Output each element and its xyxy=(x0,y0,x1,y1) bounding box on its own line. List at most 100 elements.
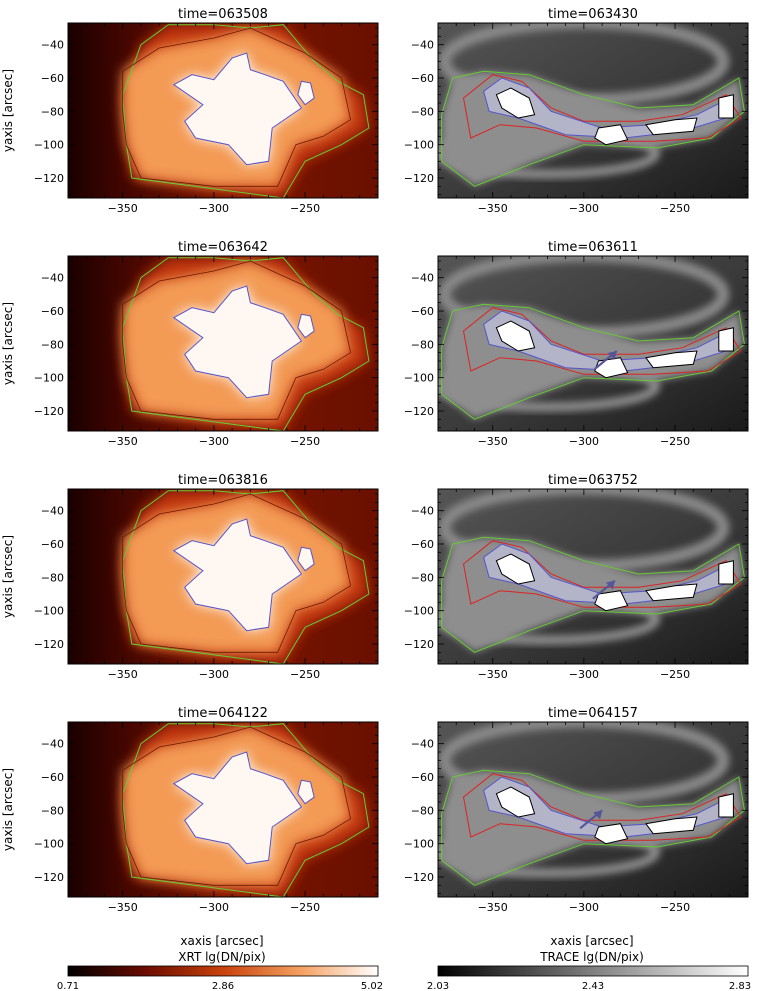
x-tick-label: −350 xyxy=(478,668,508,681)
xrt-bright-blob xyxy=(297,779,315,805)
x-tick-label: −300 xyxy=(199,901,229,914)
x-tick-label: −300 xyxy=(199,435,229,448)
y-tick-label: −120 xyxy=(404,871,434,884)
contour-blue xyxy=(172,52,303,166)
xrt-core xyxy=(173,519,302,631)
panel-frame xyxy=(437,488,749,665)
trace-bright-kernel-2 xyxy=(594,124,629,146)
x-tick-label: −350 xyxy=(108,202,138,215)
contour-black xyxy=(122,726,352,886)
contour-green xyxy=(122,723,370,897)
y-axis-label: yaxis [arcsec] xyxy=(1,535,15,618)
y-tick-label: −80 xyxy=(411,338,434,351)
y-tick-label: −40 xyxy=(41,272,64,285)
y-tick-label: −80 xyxy=(411,105,434,118)
y-tick-label: −80 xyxy=(41,338,64,351)
panel-image-4 xyxy=(68,489,378,664)
y-tick-label: −60 xyxy=(411,72,434,85)
arrow-head xyxy=(607,351,617,360)
contour-green xyxy=(441,536,745,653)
panel-title: time=064157 xyxy=(548,706,638,721)
y-tick-label: −60 xyxy=(41,538,64,551)
trace-bright-kernel-4 xyxy=(718,327,734,352)
x-tick-label: −250 xyxy=(290,202,320,215)
y-tick-label: −120 xyxy=(34,871,64,884)
x-tick-label: −350 xyxy=(108,435,138,448)
y-tick-label: −60 xyxy=(411,538,434,551)
xrt-core xyxy=(173,752,302,864)
trace-bright-kernel-1 xyxy=(495,87,536,119)
panel-title: time=063642 xyxy=(178,240,268,255)
x-tick-label: −250 xyxy=(660,435,690,448)
panel-frame xyxy=(67,488,379,665)
arrow-head xyxy=(605,580,615,590)
panel-0: time=063508 −350 −300 −250 −40 −60 −80 −100 −120… xyxy=(1,7,379,215)
contour-green xyxy=(122,24,370,198)
panel-grid: time=063508 −350 −300 −250 −40 −60 −80 −100 −120… xyxy=(1,7,749,914)
panel-1: time=063430 −350 −300 −250 −40 −60 −80 −100 −120 xyxy=(404,7,749,215)
y-tick-label: −40 xyxy=(411,738,434,751)
panel-4: time=063816 −350 −300 −250 −40 −60 −80 −100 −120… xyxy=(1,473,379,681)
y-tick-label: −100 xyxy=(34,139,64,152)
x-tick-label: −300 xyxy=(569,202,599,215)
x-tick-label: −300 xyxy=(569,435,599,448)
y-tick-label: −100 xyxy=(34,838,64,851)
panel-image-5 xyxy=(438,489,748,664)
x-tick-label: −250 xyxy=(290,668,320,681)
y-tick-label: −120 xyxy=(34,172,64,185)
y-axis-label: yaxis [arcsec] xyxy=(1,69,15,152)
contour-blue xyxy=(172,518,303,632)
colorbar-trace-tick-min: 2.03 xyxy=(427,981,449,991)
colorbar-xrt-tick-min: 0.71 xyxy=(57,981,79,991)
panel-frame xyxy=(67,721,379,898)
x-tick-label: −350 xyxy=(478,202,508,215)
trace-bright-kernel-1 xyxy=(495,553,536,585)
panel-image-3 xyxy=(438,256,748,431)
panel-image-0 xyxy=(68,23,378,198)
contour-blue xyxy=(172,285,303,399)
contour-black xyxy=(122,27,352,187)
y-tick-label: −80 xyxy=(41,571,64,584)
x-tick-label: −250 xyxy=(290,901,320,914)
trace-bright-kernel-3 xyxy=(645,583,698,602)
xaxis-label-left: xaxis [arcsec] xyxy=(180,934,263,948)
y-tick-label: −120 xyxy=(34,405,64,418)
y-tick-label: −60 xyxy=(41,305,64,318)
panel-7: time=064157 −350 −300 −250 −40 −60 −80 −100 −120 xyxy=(404,706,749,914)
y-tick-label: −100 xyxy=(34,372,64,385)
trace-bright-kernel-1 xyxy=(495,320,536,352)
trace-bright-kernel-4 xyxy=(718,560,734,585)
x-tick-label: −300 xyxy=(199,668,229,681)
trace-bright-kernel-1 xyxy=(495,786,536,818)
panel-frame xyxy=(67,255,379,432)
panel-title: time=063430 xyxy=(548,7,638,22)
panel-6: time=064122 −350 −300 −250 −40 −60 −80 −100 −120… xyxy=(1,706,379,914)
y-tick-label: −40 xyxy=(411,272,434,285)
panel-3: time=063611 −350 −300 −250 −40 −60 −80 −100 −120 xyxy=(404,240,749,448)
panel-title: time=064122 xyxy=(178,706,268,721)
colorbar-trace: TRACE lg(DN/pix) 2.03 2.43 2.83 xyxy=(427,950,751,991)
xrt-core xyxy=(173,286,302,398)
colorbar-xrt-tick-mid: 2.86 xyxy=(212,981,234,991)
y-axis-label: yaxis [arcsec] xyxy=(1,768,15,851)
y-tick-label: −60 xyxy=(411,305,434,318)
xaxis-label-right: xaxis [arcsec] xyxy=(550,934,633,948)
y-tick-label: −100 xyxy=(404,605,434,618)
x-tick-label: −250 xyxy=(290,435,320,448)
x-tick-label: −250 xyxy=(660,901,690,914)
contour-green xyxy=(441,70,745,187)
panel-2: time=063642 −350 −300 −250 −40 −60 −80 −100 −120… xyxy=(1,240,379,448)
y-tick-label: −120 xyxy=(404,638,434,651)
arrow-head xyxy=(593,810,603,820)
panel-frame xyxy=(437,721,749,898)
y-tick-label: −80 xyxy=(41,804,64,817)
contour-green xyxy=(122,257,370,431)
panel-title: time=063611 xyxy=(548,240,638,255)
panel-image-7 xyxy=(438,722,748,897)
y-tick-label: −40 xyxy=(41,39,64,52)
panel-image-6 xyxy=(68,722,378,897)
panel-image-1 xyxy=(438,23,748,198)
panel-frame xyxy=(437,255,749,432)
xrt-core xyxy=(173,53,302,165)
trace-bright-kernel-2 xyxy=(594,590,629,612)
